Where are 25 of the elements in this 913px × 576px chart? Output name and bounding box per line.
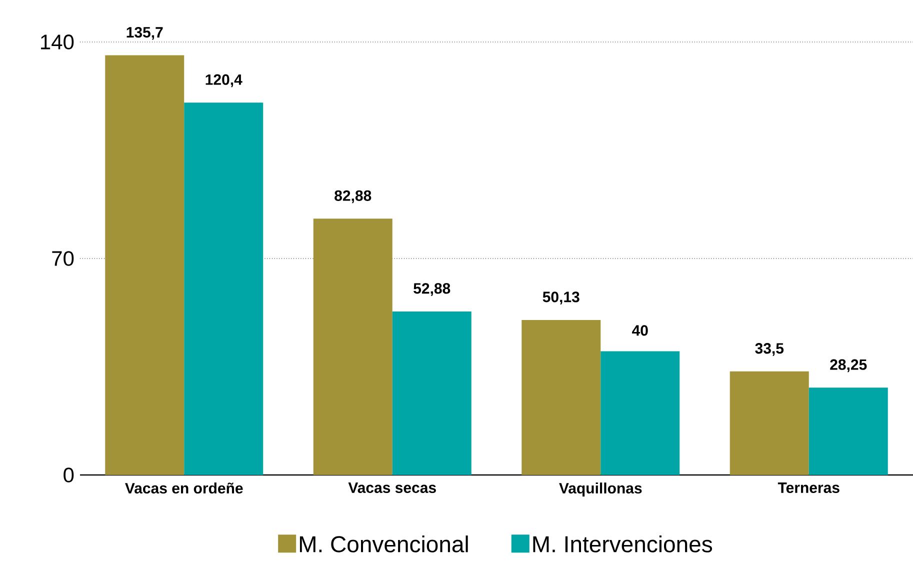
x-tick-label: Terneras	[778, 482, 840, 493]
x-tick-label: Vacas secas	[348, 482, 436, 493]
bar	[730, 371, 809, 475]
data-label: 52,88	[414, 283, 450, 296]
bar	[522, 320, 601, 475]
bar	[392, 311, 472, 475]
legend-label: M. Convencional	[300, 535, 468, 552]
y-tick-label: 0	[64, 468, 74, 482]
y-tick-label: 70	[52, 251, 74, 266]
data-label: 120,4	[206, 74, 242, 88]
data-label: 135,7	[126, 26, 163, 40]
x-tick-label: Vaquillonas	[559, 482, 642, 497]
legend-label: M. Intervenciones	[533, 535, 712, 552]
data-label: 33,5	[755, 343, 784, 356]
y-tick-label: 140	[41, 34, 74, 50]
bar	[313, 218, 392, 475]
bar	[600, 351, 680, 475]
bar	[808, 388, 888, 475]
data-label: 40	[632, 325, 648, 336]
x-tick-label: Vacas en ordeñe	[125, 482, 243, 494]
data-label: 28,25	[830, 359, 867, 372]
bar	[184, 102, 264, 475]
data-label: 50,13	[542, 292, 580, 304]
data-label: 82,88	[334, 190, 372, 204]
bar	[105, 55, 184, 475]
